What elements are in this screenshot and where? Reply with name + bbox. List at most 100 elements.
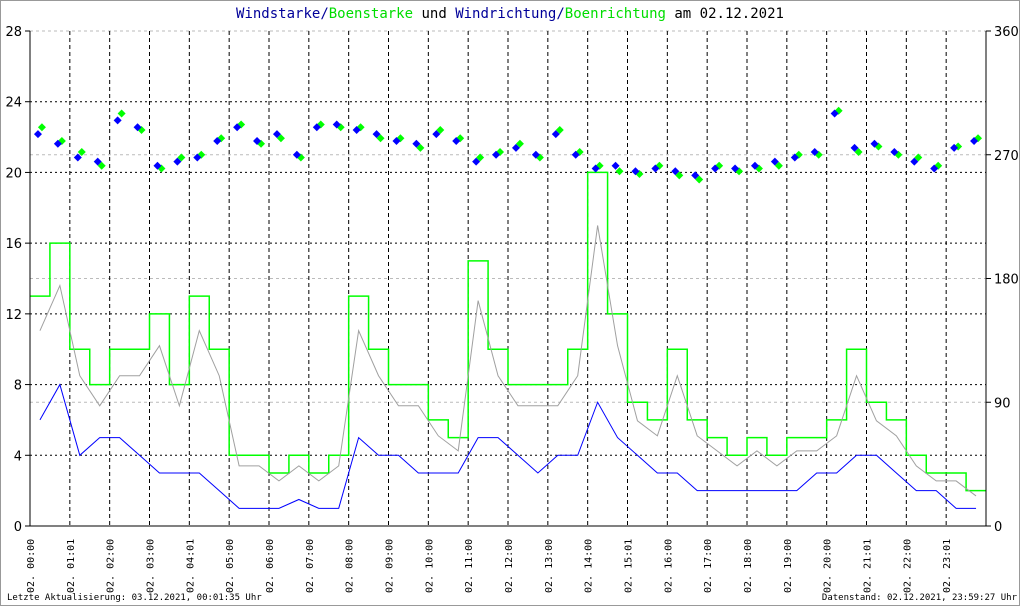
- wind-direction-point: [671, 167, 680, 176]
- wind-direction-point: [392, 137, 401, 145]
- wind-direction-point: [950, 143, 959, 152]
- wind-direction-point: [930, 164, 939, 173]
- chart-title: Windstarke/Boenstarke und Windrichtung/B…: [1, 6, 1019, 22]
- x-axis-tick-label: 02. 04:01: [185, 539, 196, 593]
- left-axis-tick-label: 4: [14, 449, 22, 464]
- wind-direction-point: [651, 164, 660, 173]
- right-axis-tick-label: 360: [994, 25, 1019, 40]
- wind-direction-point: [631, 167, 640, 176]
- x-axis-tick-label: 02. 05:00: [225, 539, 236, 593]
- wind-direction-point: [432, 130, 441, 139]
- wind-direction-point: [531, 150, 540, 159]
- gust-direction-point: [117, 109, 126, 118]
- x-axis-tick-label: 02. 11:00: [464, 539, 475, 593]
- x-axis-tick-label: 02. 17:00: [703, 539, 714, 593]
- gust-direction-point: [914, 153, 923, 162]
- wind-direction-point: [352, 126, 361, 134]
- gust-direction-point: [436, 126, 445, 134]
- wind-direction-point: [73, 153, 82, 162]
- gust-direction-point: [695, 175, 704, 184]
- x-axis-tick-label: 02. 02:00: [106, 539, 117, 593]
- gust-direction-point: [615, 167, 624, 176]
- last-update-text: Letzte Aktualisierung: 03.12.2021, 00:01…: [7, 593, 262, 603]
- gust-direction-point: [675, 171, 684, 180]
- gust-direction-point: [774, 161, 783, 170]
- gust-direction-point: [276, 134, 285, 143]
- title-windrichtung: Windrichtung: [455, 6, 557, 22]
- gust-direction-point: [476, 153, 485, 162]
- wind-direction-point: [312, 123, 321, 132]
- wind-direction-point: [472, 157, 481, 166]
- wind-direction-point: [492, 150, 501, 159]
- x-axis-tick-label: 02. 20:00: [823, 539, 834, 593]
- gust-series-line: [39, 225, 977, 497]
- wind-direction-point: [711, 164, 720, 173]
- wind-direction-point: [571, 150, 580, 159]
- wind-direction-point: [372, 130, 381, 139]
- left-axis-tick-label: 0: [14, 520, 22, 535]
- right-axis-tick-label: 180: [994, 273, 1019, 288]
- wind-direction-point: [970, 137, 979, 145]
- title-sep: /: [556, 6, 565, 22]
- x-axis-tick-label: 02. 09:00: [385, 539, 396, 593]
- wind-direction-point: [153, 161, 162, 170]
- wind-direction-point: [233, 123, 242, 132]
- x-axis-tick-label: 02. 10:00: [424, 539, 435, 593]
- x-axis-tick-label: 02. 07:00: [305, 539, 316, 593]
- wind-direction-point: [750, 161, 759, 170]
- gust-direction-point: [177, 153, 186, 162]
- wind-series-line: [39, 383, 977, 509]
- x-axis-tick-label: 02. 22:00: [902, 539, 913, 593]
- wind-direction-point: [452, 137, 461, 145]
- wind-direction-point: [272, 130, 281, 139]
- wind-direction-point: [611, 161, 620, 170]
- wind-direction-point: [53, 139, 62, 148]
- left-axis-tick-label: 24: [5, 96, 22, 111]
- x-axis-tick-label: 02. 19:00: [783, 539, 794, 593]
- wind-direction-point: [332, 120, 341, 129]
- x-axis-tick-label: 02. 00:00: [26, 539, 37, 593]
- wind-direction-point: [591, 164, 600, 173]
- left-axis-tick-label: 16: [5, 237, 22, 252]
- left-axis-tick-label: 8: [14, 379, 22, 394]
- gust-direction-point: [77, 148, 86, 156]
- wind-direction-point: [173, 157, 182, 166]
- gust-direction-point: [854, 148, 863, 156]
- wind-direction-point: [412, 139, 421, 148]
- title-sep: /: [320, 6, 329, 22]
- gust-series-step: [30, 171, 986, 492]
- wind-direction-point: [93, 157, 102, 166]
- wind-direction-point: [850, 143, 859, 152]
- gust-direction-point: [555, 126, 564, 134]
- x-axis-tick-label: 02. 15:01: [624, 539, 635, 593]
- title-boenstarke: Boenstarke: [328, 6, 414, 22]
- gust-direction-point: [97, 161, 106, 170]
- x-axis-tick-label: 02. 06:00: [265, 539, 276, 593]
- left-axis-tick-label: 12: [5, 308, 22, 323]
- title-windstarke: Windstarke: [236, 6, 321, 22]
- x-axis-tick-label: 02. 01:01: [66, 539, 77, 593]
- wind-direction-point: [133, 123, 142, 132]
- gust-direction-point: [37, 123, 46, 132]
- title-und: und: [413, 6, 456, 22]
- wind-direction-point: [113, 116, 122, 125]
- gust-direction-point: [376, 134, 385, 143]
- wind-direction-point: [890, 148, 899, 156]
- wind-direction-point: [253, 137, 262, 145]
- wind-direction-point: [193, 153, 202, 162]
- x-axis-tick-label: 02. 13:00: [544, 539, 555, 593]
- x-axis-tick-label: 02. 23:01: [942, 539, 953, 593]
- data-timestamp-text: Datenstand: 02.12.2021, 23:59:27 Uhr: [821, 593, 1017, 603]
- x-axis-tick-label: 02. 21:01: [863, 539, 874, 593]
- wind-direction-point: [691, 171, 700, 180]
- wind-direction-point: [511, 143, 520, 152]
- wind-direction-point: [731, 164, 740, 173]
- gust-direction-point: [416, 143, 425, 152]
- gust-direction-point: [515, 139, 524, 148]
- wind-direction-point: [770, 157, 779, 166]
- x-axis-tick-label: 02. 18:00: [743, 539, 754, 593]
- wind-direction-point: [790, 153, 799, 162]
- title-boenrichtung: Boenrichtung: [564, 6, 666, 22]
- wind-direction-point: [870, 139, 879, 148]
